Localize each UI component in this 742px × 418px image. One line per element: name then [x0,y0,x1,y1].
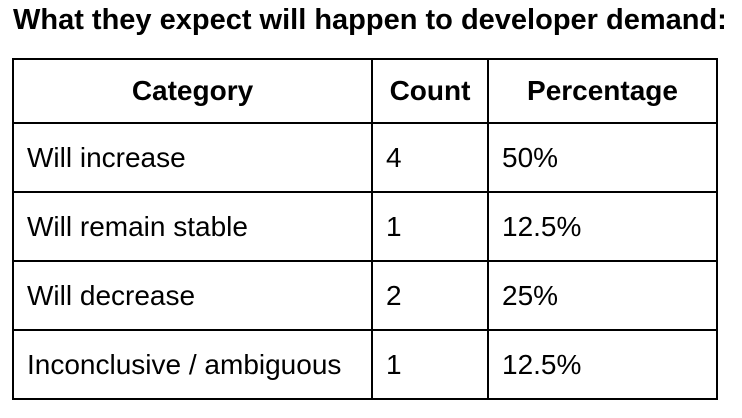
cell-count: 4 [371,122,489,193]
cell-category: Will increase [12,122,373,193]
cell-percentage: 50% [487,122,718,193]
cell-count: 1 [371,329,489,400]
table-row: Inconclusive / ambiguous 1 12.5% [12,329,718,400]
table-row: Will decrease 2 25% [12,260,718,331]
cell-percentage: 12.5% [487,191,718,262]
table-header-row: Category Count Percentage [12,58,718,124]
table-row: Will increase 4 50% [12,122,718,193]
table-row: Will remain stable 1 12.5% [12,191,718,262]
cell-percentage: 25% [487,260,718,331]
cell-category: Inconclusive / ambiguous [12,329,373,400]
cell-category: Will decrease [12,260,373,331]
column-header-count: Count [371,58,489,124]
cell-percentage: 12.5% [487,329,718,400]
column-header-percentage: Percentage [487,58,718,124]
column-header-category: Category [12,58,373,124]
developer-demand-table: Category Count Percentage Will increase … [12,58,718,400]
page-title: What they expect will happen to develope… [13,4,727,36]
cell-count: 1 [371,191,489,262]
cell-category: Will remain stable [12,191,373,262]
cell-count: 2 [371,260,489,331]
